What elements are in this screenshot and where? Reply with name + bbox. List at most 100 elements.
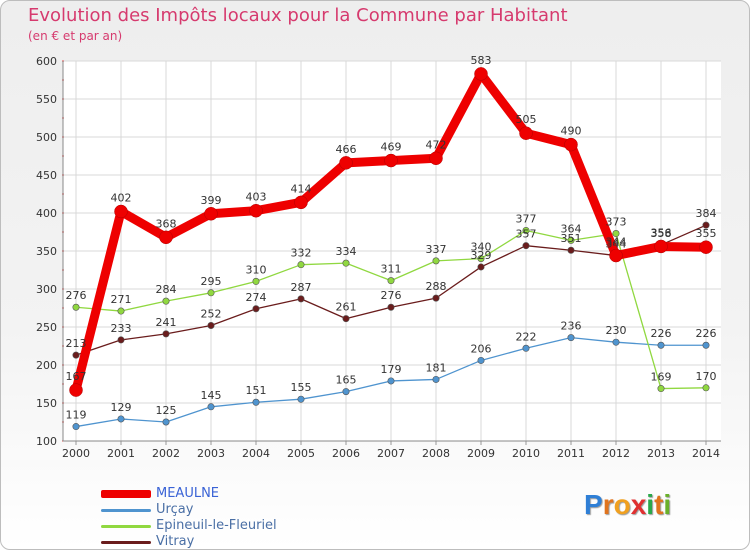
data-point-urcay <box>657 341 665 349</box>
data-point-urcay <box>162 418 170 426</box>
data-point-vitray <box>342 315 350 323</box>
data-label-urcay: 181 <box>426 361 447 374</box>
y-tick-label: 500 <box>36 131 57 144</box>
legend-label-meaulne: MEAULNE <box>156 486 220 501</box>
data-label-meaulne: 490 <box>561 125 582 138</box>
data-point-urcay <box>612 338 620 346</box>
data-label-vitray: 261 <box>336 301 357 314</box>
y-tick-label: 400 <box>36 207 57 220</box>
data-label-epineuil: 295 <box>201 275 222 288</box>
data-label-urcay: 125 <box>156 404 177 417</box>
data-point-urcay <box>117 415 125 423</box>
data-point-urcay <box>252 398 260 406</box>
data-label-meaulne: 356 <box>651 226 672 239</box>
data-point-urcay <box>297 395 305 403</box>
data-label-vitray: 213 <box>66 337 87 350</box>
data-label-meaulne: 466 <box>336 143 357 156</box>
data-point-urcay <box>477 356 485 364</box>
y-tick-label: 200 <box>36 359 57 372</box>
legend-label-vitray: Vitray <box>156 534 195 549</box>
data-label-meaulne: 403 <box>246 191 267 204</box>
data-point-epineuil <box>252 277 260 285</box>
data-label-vitray: 357 <box>516 228 537 241</box>
data-point-meaulne <box>429 151 443 166</box>
data-label-urcay: 226 <box>696 327 717 340</box>
data-label-meaulne: 399 <box>201 194 222 207</box>
data-label-urcay: 236 <box>561 320 582 333</box>
legend-swatch-meaulne <box>101 490 151 498</box>
data-point-meaulne <box>699 240 713 254</box>
data-label-vitray: 329 <box>471 249 492 262</box>
data-point-epineuil <box>702 384 710 392</box>
data-label-epineuil: 170 <box>696 370 717 383</box>
data-label-epineuil: 332 <box>291 247 312 260</box>
data-point-epineuil <box>297 261 305 269</box>
data-point-epineuil <box>522 226 530 234</box>
data-label-epineuil: 169 <box>651 371 672 384</box>
data-point-urcay <box>702 341 710 349</box>
data-label-epineuil: 377 <box>516 212 537 225</box>
y-tick-label: 250 <box>36 321 57 334</box>
data-label-urcay: 226 <box>651 327 672 340</box>
data-label-urcay: 129 <box>111 401 132 414</box>
data-point-epineuil <box>387 277 395 285</box>
data-point-vitray <box>117 336 125 344</box>
data-point-vitray <box>522 242 530 250</box>
y-tick-label: 600 <box>36 55 57 68</box>
chart-title: Evolution des Impôts locaux pour la Comm… <box>28 5 568 26</box>
x-tick-label: 2002 <box>152 447 180 460</box>
legend-swatch-vitray <box>101 541 151 544</box>
y-tick-label: 300 <box>36 283 57 296</box>
data-label-meaulne: 344 <box>606 236 627 249</box>
data-point-vitray <box>567 246 575 254</box>
data-point-vitray <box>252 305 260 313</box>
data-label-urcay: 145 <box>201 389 222 402</box>
data-label-vitray: 358 <box>651 227 672 240</box>
data-label-epineuil: 276 <box>66 289 87 302</box>
y-tick-label: 350 <box>36 245 57 258</box>
x-tick-label: 2000 <box>62 447 90 460</box>
data-label-epineuil: 271 <box>111 293 132 306</box>
data-label-vitray: 384 <box>696 207 717 220</box>
data-label-meaulne: 414 <box>291 182 312 195</box>
x-tick-label: 2004 <box>242 447 270 460</box>
data-point-meaulne <box>294 195 308 210</box>
data-label-meaulne: 402 <box>111 191 132 204</box>
legend-label-epineuil: Epineuil-le-Fleuriel <box>156 518 277 533</box>
data-label-vitray: 288 <box>426 280 447 293</box>
data-point-epineuil <box>657 385 665 393</box>
data-label-epineuil: 311 <box>381 263 402 276</box>
proxiti-logo: Proxiti <box>584 489 672 520</box>
data-point-vitray <box>477 263 485 271</box>
data-label-vitray: 252 <box>201 307 222 320</box>
data-label-meaulne: 167 <box>66 370 87 383</box>
data-point-epineuil <box>117 307 125 315</box>
data-label-epineuil: 284 <box>156 283 177 296</box>
data-point-urcay <box>342 388 350 396</box>
data-label-vitray: 351 <box>561 232 582 245</box>
data-point-meaulne <box>474 67 488 81</box>
legend-swatch-urcay <box>101 509 151 512</box>
data-label-meaulne: 505 <box>516 113 537 126</box>
y-tick-label: 150 <box>36 397 57 410</box>
data-label-urcay: 119 <box>66 409 87 422</box>
data-label-epineuil: 364 <box>561 222 582 235</box>
data-point-epineuil <box>432 257 440 265</box>
data-label-urcay: 206 <box>471 342 492 355</box>
data-point-epineuil <box>477 255 485 263</box>
x-tick-label: 2008 <box>422 447 450 460</box>
x-tick-label: 2012 <box>602 447 630 460</box>
data-point-meaulne <box>519 126 533 140</box>
data-label-epineuil: 310 <box>246 263 267 276</box>
data-label-meaulne: 355 <box>696 227 717 240</box>
y-tick-label: 100 <box>36 435 57 448</box>
x-tick-label: 2014 <box>692 447 720 460</box>
x-tick-label: 2006 <box>332 447 360 460</box>
data-point-meaulne <box>609 248 623 263</box>
data-point-epineuil <box>342 259 350 267</box>
data-label-urcay: 230 <box>606 324 627 337</box>
data-point-meaulne <box>384 153 398 168</box>
data-point-meaulne <box>159 230 173 245</box>
data-label-urcay: 179 <box>381 363 402 376</box>
